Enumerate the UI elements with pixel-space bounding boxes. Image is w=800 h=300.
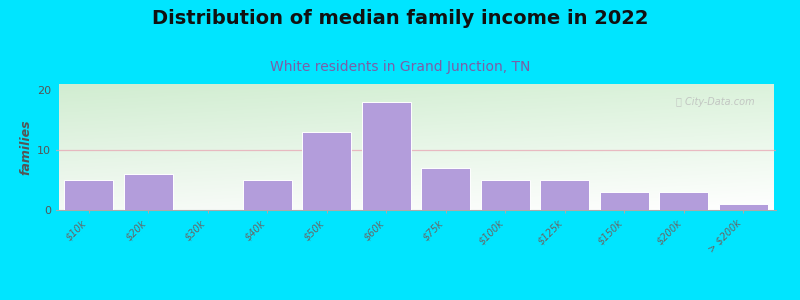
Bar	[362, 102, 410, 210]
Bar	[422, 168, 470, 210]
Bar	[600, 192, 649, 210]
Bar	[302, 132, 351, 210]
Text: Distribution of median family income in 2022: Distribution of median family income in …	[152, 9, 648, 28]
Bar	[540, 180, 589, 210]
Bar	[124, 174, 173, 210]
Bar	[719, 204, 768, 210]
Bar	[659, 192, 708, 210]
Text: ⓘ City-Data.com: ⓘ City-Data.com	[676, 97, 754, 106]
Text: White residents in Grand Junction, TN: White residents in Grand Junction, TN	[270, 60, 530, 74]
Bar	[243, 180, 292, 210]
Bar	[481, 180, 530, 210]
Y-axis label: families: families	[20, 119, 33, 175]
Bar	[64, 180, 113, 210]
